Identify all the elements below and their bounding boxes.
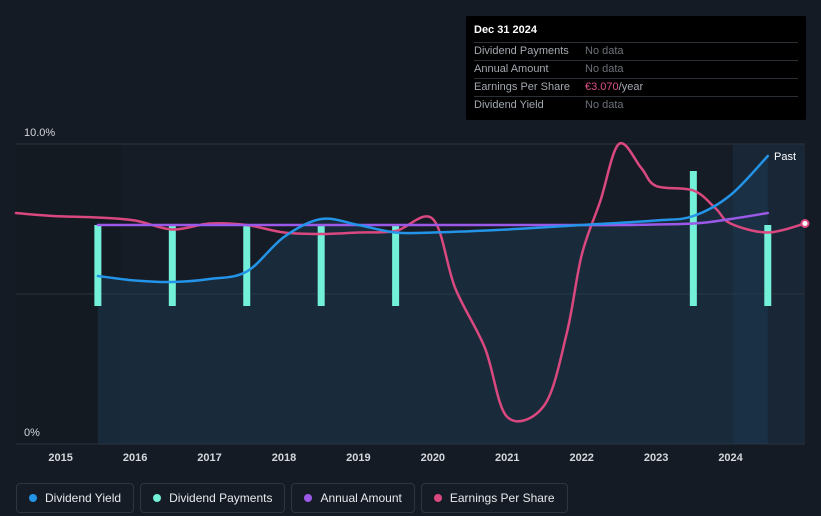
x-tick-label: 2020 (421, 452, 445, 464)
legend-item-annual-amount[interactable]: Annual Amount (291, 483, 415, 513)
dividend-payment-bar (764, 225, 772, 306)
legend-label: Dividend Yield (45, 491, 122, 505)
legend-item-dividend-payments[interactable]: Dividend Payments (140, 483, 286, 513)
legend-label: Dividend Payments (169, 491, 273, 505)
tooltip-value: No data (585, 45, 624, 57)
x-tick-label: 2021 (495, 452, 519, 464)
x-tick-label: 2016 (123, 452, 147, 464)
x-tick-label: 2018 (272, 452, 296, 464)
tooltip-unit: /year (618, 81, 644, 93)
dividend-payment-bar (392, 225, 400, 306)
dividend-payment-bar (94, 225, 102, 306)
tooltip-row-dividend-payments: Dividend Payments No data (474, 42, 798, 59)
legend-item-earnings-per-share[interactable]: Earnings Per Share (420, 483, 568, 513)
tooltip-value: No data (585, 99, 624, 111)
x-tick-label: 2015 (48, 452, 72, 464)
dividend-payment-bar (317, 225, 325, 306)
legend-item-dividend-yield[interactable]: Dividend Yield (16, 483, 135, 513)
tooltip-label: Dividend Yield (474, 99, 544, 111)
dividend-payment-bar (168, 225, 176, 306)
tooltip-row-dividend-yield: Dividend Yield No data (474, 96, 798, 113)
x-tick-label: 2023 (644, 452, 668, 464)
annual-amount-line (96, 211, 770, 227)
tooltip-date: Dec 31 2024 (474, 24, 537, 36)
past-label: Past (774, 151, 796, 163)
x-tick-label: 2017 (197, 452, 221, 464)
legend-label: Annual Amount (320, 491, 402, 505)
tooltip-value: €3.070 (585, 81, 619, 93)
dividend-payments-dot-icon (153, 494, 162, 502)
tooltip-value: No data (585, 63, 624, 75)
tooltip-label: Earnings Per Share (474, 81, 570, 93)
legend-label: Earnings Per Share (449, 491, 555, 505)
y-tick-label: 10.0% (24, 127, 55, 139)
earnings-per-share-dot-icon (433, 494, 442, 502)
earnings-per-share-end-marker (800, 219, 810, 228)
earnings-per-share-line (14, 141, 807, 423)
x-tick-label: 2024 (718, 452, 743, 464)
tooltip-row-earnings-per-share: Earnings Per Share €3.070/year (474, 78, 798, 95)
tooltip-label: Annual Amount (474, 63, 549, 75)
dividend-yield-area (97, 156, 768, 444)
dividend-payment-bar (243, 225, 251, 306)
dividend-yield-dot-icon (29, 494, 37, 502)
tooltip-row-annual-amount: Annual Amount No data (474, 60, 798, 77)
y-tick-label: 0% (24, 427, 40, 439)
tooltip-panel: Dec 31 2024 Dividend Payments No data An… (466, 16, 806, 120)
legend: Dividend Yield Dividend Payments Annual … (16, 483, 568, 513)
x-tick-label: 2019 (346, 452, 370, 464)
dividend-yield-line (96, 154, 770, 284)
tooltip-label: Dividend Payments (474, 45, 569, 57)
x-tick-label: 2022 (569, 452, 593, 464)
dividend-payment-bar (689, 171, 697, 306)
annual-amount-dot-icon (304, 494, 313, 502)
